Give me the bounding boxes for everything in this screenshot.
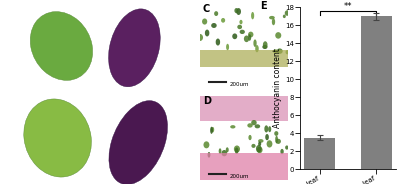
Ellipse shape [275,14,280,20]
Ellipse shape [207,123,212,128]
Y-axis label: Anthocyanin content: Anthocyanin content [273,48,282,128]
Ellipse shape [208,123,213,129]
Ellipse shape [251,29,256,35]
Ellipse shape [214,25,220,31]
Ellipse shape [215,15,220,21]
Ellipse shape [238,43,242,49]
Bar [200,50,288,67]
Ellipse shape [207,19,212,23]
Ellipse shape [248,10,252,16]
Ellipse shape [218,141,223,148]
Ellipse shape [245,133,248,138]
Ellipse shape [252,134,258,138]
Ellipse shape [220,135,225,139]
Ellipse shape [221,143,226,150]
Ellipse shape [230,17,235,21]
Ellipse shape [250,137,253,143]
Ellipse shape [216,121,221,126]
Ellipse shape [278,132,283,139]
Ellipse shape [262,36,268,39]
Ellipse shape [261,16,267,20]
Bar [361,16,392,169]
Text: E: E [260,1,266,11]
Ellipse shape [274,141,278,148]
Ellipse shape [251,6,255,12]
Bar [304,138,335,169]
Ellipse shape [24,99,92,177]
Ellipse shape [233,145,239,150]
Ellipse shape [273,22,278,27]
Ellipse shape [279,19,284,25]
Ellipse shape [264,35,270,42]
Ellipse shape [232,123,236,131]
Bar [200,153,288,180]
Text: C: C [203,4,210,14]
Bar [200,96,288,121]
Ellipse shape [268,19,271,26]
Ellipse shape [247,146,252,151]
Ellipse shape [201,126,204,134]
Ellipse shape [204,47,208,54]
Ellipse shape [255,9,258,13]
Ellipse shape [231,137,235,141]
Ellipse shape [256,11,260,15]
Ellipse shape [234,145,237,151]
Ellipse shape [109,101,168,184]
Text: A: A [10,0,17,9]
Ellipse shape [206,32,209,36]
Ellipse shape [204,132,207,139]
Text: D: D [203,96,211,106]
Text: B: B [10,91,17,101]
Ellipse shape [228,141,232,145]
Text: **: ** [344,1,352,10]
Ellipse shape [272,119,277,123]
Ellipse shape [213,46,216,49]
Ellipse shape [208,39,213,43]
Text: 200um: 200um [230,174,249,179]
Ellipse shape [222,152,228,157]
Ellipse shape [202,131,208,135]
Ellipse shape [261,150,265,157]
Ellipse shape [268,48,273,52]
Text: 200um: 200um [230,82,249,87]
Ellipse shape [266,31,270,35]
Ellipse shape [108,9,160,87]
Ellipse shape [269,28,273,34]
Ellipse shape [201,146,206,152]
Ellipse shape [201,11,204,15]
Ellipse shape [207,147,211,152]
Ellipse shape [269,128,274,134]
Ellipse shape [240,150,244,157]
Ellipse shape [204,9,209,13]
Ellipse shape [273,31,278,36]
Ellipse shape [237,7,243,11]
Ellipse shape [233,25,236,33]
Ellipse shape [226,120,230,128]
Ellipse shape [230,39,233,44]
Ellipse shape [30,12,93,80]
